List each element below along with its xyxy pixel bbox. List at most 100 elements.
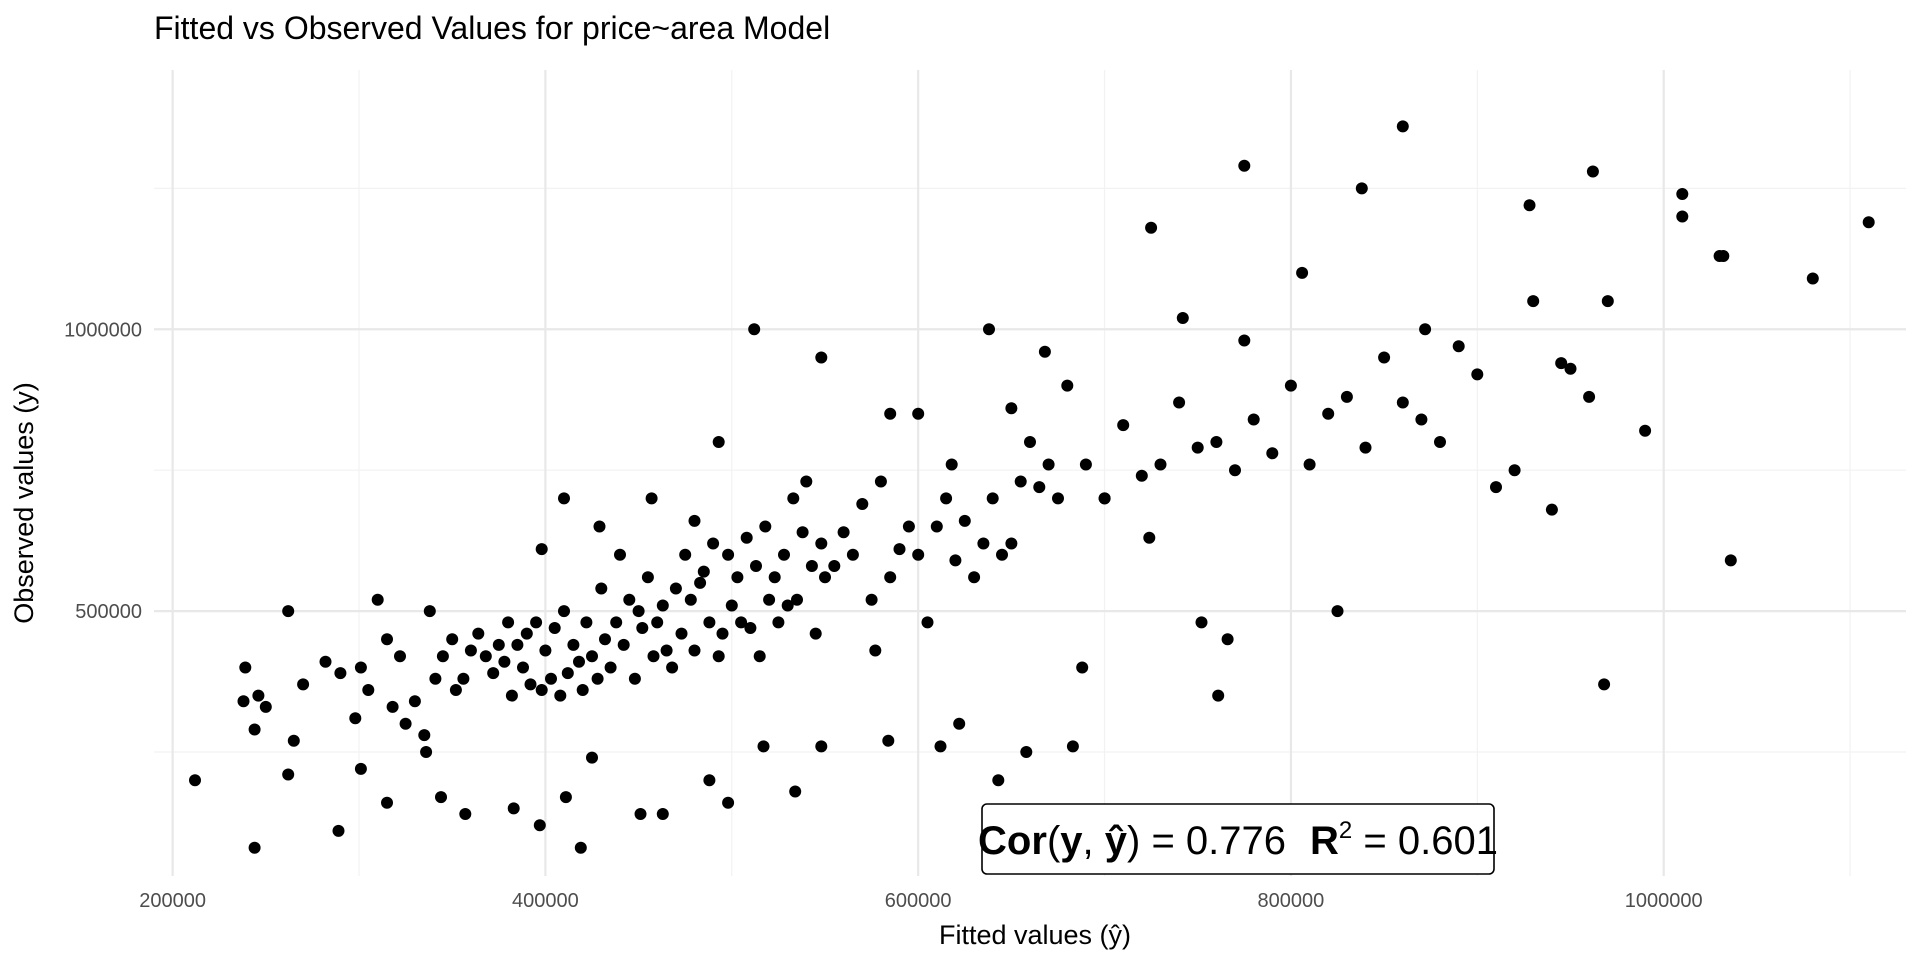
data-point xyxy=(1020,746,1033,758)
data-point xyxy=(459,808,472,820)
data-point xyxy=(800,475,813,488)
data-point xyxy=(297,678,310,691)
data-point xyxy=(1005,537,1018,550)
data-point xyxy=(449,684,462,696)
data-point xyxy=(1210,436,1223,448)
data-point xyxy=(902,520,915,533)
data-point xyxy=(1247,413,1260,426)
data-point xyxy=(722,548,735,561)
data-point xyxy=(641,571,654,584)
r2-value: = 0.601 xyxy=(1352,819,1498,863)
data-point xyxy=(996,548,1008,561)
data-point xyxy=(591,672,604,685)
data-point xyxy=(1191,441,1204,454)
data-point xyxy=(940,492,953,505)
data-point xyxy=(1545,503,1558,516)
data-point xyxy=(464,644,477,657)
data-point xyxy=(1173,396,1186,409)
data-point xyxy=(1176,312,1189,324)
data-point xyxy=(882,734,895,747)
data-point xyxy=(1284,379,1297,392)
data-point xyxy=(656,599,669,612)
data-point xyxy=(1154,458,1167,471)
data-point xyxy=(934,740,947,753)
data-point xyxy=(750,560,762,572)
data-point xyxy=(282,768,295,781)
data-point xyxy=(809,627,822,640)
data-point xyxy=(472,627,485,640)
data-point xyxy=(1079,458,1092,471)
data-point xyxy=(533,819,546,832)
data-point xyxy=(429,672,442,685)
data-point xyxy=(567,638,580,651)
data-point xyxy=(1038,345,1051,358)
data-point xyxy=(517,661,529,674)
x-tick-label: 1000000 xyxy=(1625,890,1703,912)
data-point xyxy=(669,582,682,595)
data-point xyxy=(884,571,897,584)
x-axis-label: Fitted values (ŷ) xyxy=(939,920,1131,950)
data-point xyxy=(694,576,707,589)
chart-title: Fitted vs Observed Values for price~area… xyxy=(154,10,830,46)
data-point xyxy=(349,712,362,725)
data-point xyxy=(1076,661,1089,674)
data-point xyxy=(574,841,587,854)
data-point xyxy=(252,689,265,702)
data-point xyxy=(884,407,897,420)
data-point xyxy=(1061,379,1074,392)
data-point xyxy=(791,593,803,606)
data-point xyxy=(712,650,725,663)
data-point xyxy=(595,582,608,595)
data-point xyxy=(1490,481,1502,494)
annotation-text: Cor(y, ŷ) = 0.776 R2 = 0.601 xyxy=(978,817,1498,863)
y-tick-label: 1000000 xyxy=(64,319,142,341)
x-tick-label: 600000 xyxy=(885,890,952,912)
data-point xyxy=(1415,413,1428,426)
data-point xyxy=(1396,120,1409,133)
data-point xyxy=(778,548,790,561)
data-point xyxy=(530,616,543,629)
data-point xyxy=(772,616,785,629)
data-point xyxy=(1583,390,1596,403)
data-point xyxy=(1598,678,1611,691)
data-point xyxy=(735,616,748,629)
data-point xyxy=(1564,362,1577,375)
data-point xyxy=(446,633,459,646)
data-point xyxy=(1238,334,1251,347)
data-point xyxy=(535,684,548,696)
data-point xyxy=(815,537,828,550)
data-point xyxy=(992,774,1005,787)
data-point xyxy=(632,605,645,618)
data-point xyxy=(189,774,201,787)
data-point xyxy=(1527,295,1540,308)
data-point xyxy=(614,548,626,561)
data-point xyxy=(623,593,636,606)
data-point xyxy=(548,622,561,634)
data-point xyxy=(505,689,518,702)
data-point xyxy=(893,543,906,556)
y-axis-ticks: 500000 1000000 xyxy=(64,319,142,623)
data-point xyxy=(435,791,447,804)
data-point xyxy=(1724,554,1737,567)
data-point xyxy=(874,475,887,488)
data-point xyxy=(977,537,990,550)
data-point xyxy=(479,650,492,663)
data-point xyxy=(498,655,511,668)
data-point xyxy=(1355,182,1368,195)
data-point xyxy=(408,695,421,708)
data-point xyxy=(610,616,623,629)
data-point xyxy=(819,571,831,584)
data-points xyxy=(189,120,1875,854)
data-point xyxy=(968,571,981,584)
data-point xyxy=(712,436,725,448)
data-point xyxy=(837,526,850,539)
data-point xyxy=(1676,188,1689,200)
data-point xyxy=(487,667,500,680)
data-point xyxy=(660,644,673,657)
data-point xyxy=(1452,340,1465,353)
data-point xyxy=(1322,407,1335,420)
data-point xyxy=(697,565,710,578)
data-point xyxy=(688,514,701,527)
data-point xyxy=(386,700,399,713)
data-point xyxy=(675,627,688,640)
